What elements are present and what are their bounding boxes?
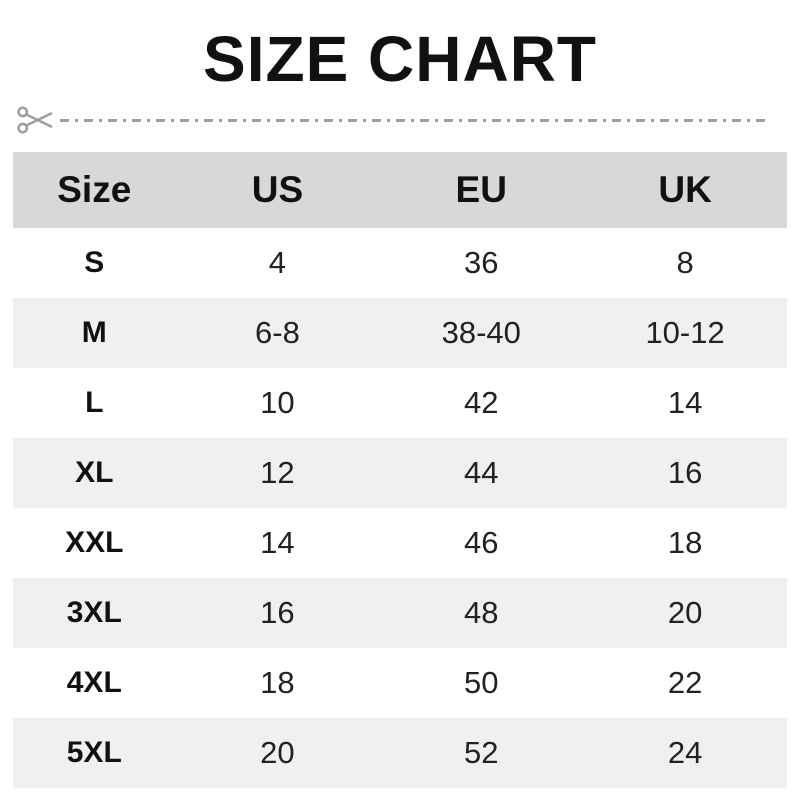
- size-label: XXL: [65, 526, 124, 559]
- col-header-uk: UK: [658, 169, 712, 210]
- table-row-4xl: 4XL 18 50 22: [13, 648, 787, 718]
- uk-value: 16: [667, 455, 703, 490]
- page-title: SIZE CHART: [203, 23, 597, 95]
- dashed-cut-line: [60, 118, 770, 122]
- table-row-3xl: 3XL 16 48 20: [13, 578, 787, 648]
- eu-value: 38-40: [441, 315, 521, 350]
- us-value: 14: [260, 525, 295, 560]
- uk-value: 18: [667, 525, 703, 560]
- eu-value: 48: [464, 595, 499, 630]
- size-label: S: [84, 246, 105, 279]
- size-label: 3XL: [66, 596, 122, 629]
- size-label: M: [81, 316, 107, 349]
- us-value: 12: [260, 455, 295, 490]
- table-row-m: M 6-8 38-40 10-12: [13, 298, 787, 368]
- size-chart-table: Size US EU UK S 4 36 8 M 6-8 38-40 10-12…: [13, 152, 787, 788]
- table-row-xxl: XXL 14 46 18: [13, 508, 787, 578]
- eu-value: 52: [464, 735, 499, 770]
- table-row-s: S 4 36 8: [13, 228, 787, 298]
- col-header-us: US: [251, 169, 304, 210]
- us-value: 20: [260, 735, 295, 770]
- col-header-eu: EU: [455, 169, 507, 210]
- size-label: 4XL: [66, 666, 122, 699]
- us-value: 4: [268, 245, 287, 280]
- scissors-icon: [17, 106, 53, 134]
- table-row-xl: XL 12 44 16: [13, 438, 787, 508]
- us-value: 18: [260, 665, 295, 700]
- eu-value: 46: [464, 525, 499, 560]
- table-row-5xl: 5XL 20 52 24: [13, 718, 787, 788]
- uk-value: 10-12: [645, 315, 725, 350]
- size-label: 5XL: [66, 736, 122, 769]
- us-value: 10: [260, 385, 295, 420]
- eu-value: 44: [464, 455, 499, 490]
- eu-value: 36: [464, 245, 499, 280]
- eu-value: 42: [464, 385, 499, 420]
- uk-value: 20: [667, 595, 703, 630]
- us-value: 16: [260, 595, 295, 630]
- size-label: L: [85, 386, 104, 419]
- eu-value: 50: [464, 665, 499, 700]
- uk-value: 22: [667, 665, 703, 700]
- table-header-row: Size US EU UK: [13, 152, 787, 228]
- us-value: 6-8: [255, 315, 300, 350]
- uk-value: 14: [667, 385, 703, 420]
- col-header-size: Size: [57, 169, 132, 210]
- uk-value: 24: [667, 735, 703, 770]
- uk-value: 8: [676, 245, 694, 280]
- cut-line: [16, 104, 770, 136]
- size-label: XL: [75, 456, 114, 489]
- table-row-l: L 10 42 14: [13, 368, 787, 438]
